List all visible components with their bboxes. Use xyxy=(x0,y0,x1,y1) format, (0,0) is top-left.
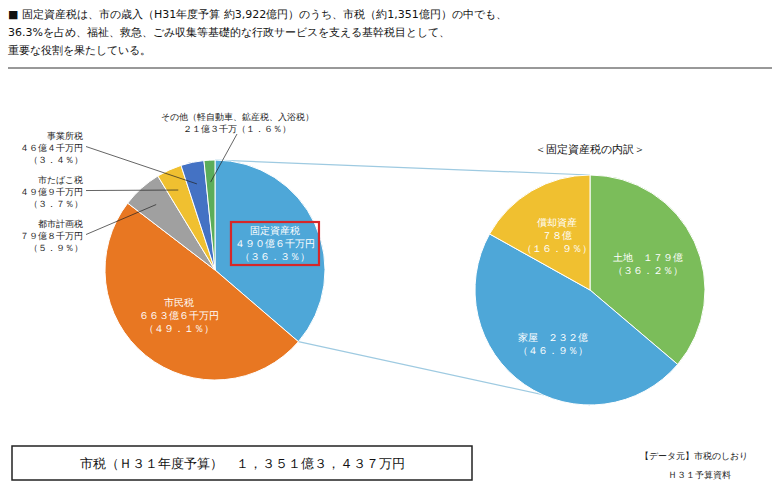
label-line: （４６．９％） xyxy=(518,345,588,356)
pie-right: 土地 １７９億 （３６．２％） 家屋 ２３２億 （４６．９％） 償却資産 ７８億 （１６．９… xyxy=(475,175,705,405)
slice-label: 家屋 ２３２億 （４６．９％） xyxy=(518,332,588,356)
label-line: （１６．９％） xyxy=(522,243,592,254)
pie-left: 固定資産税 ４９０億６千万円 （３６．３％） 市民税 ６６３億６千万円 （４９．１％） 都市… xyxy=(20,112,325,380)
slice-label: 土地 １７９億 （３６．２％） xyxy=(613,252,683,276)
chart-title: ＜固定資産税の内訳＞ xyxy=(535,143,645,156)
total-box xyxy=(12,446,472,480)
label-line: ６６３億６千万円 xyxy=(139,310,219,321)
leader-line xyxy=(86,190,178,192)
label-line: ７８億 xyxy=(542,230,572,241)
slice-label: 都市計画税 ７９億８千万円 （５．９％） xyxy=(20,219,83,253)
slice-label: 固定資産税 ４９０億６千万円 （３６．３％） xyxy=(235,225,315,262)
slice-label: 市たばこ税 ４９億９千万円 （３．７％） xyxy=(20,175,83,209)
header: ■ 固定資産税は、市の歳入（H31年度予算 約3,922億円）のうち、市税（約1… xyxy=(8,8,772,68)
label-line: （３．７％） xyxy=(29,199,83,209)
slice-label: 事業所税 ４６億４千万円 （３．４％） xyxy=(20,131,83,165)
label-line: ４６億４千万円 xyxy=(20,143,83,153)
label-line: 事業所税 xyxy=(47,131,83,141)
annotation: Ｈ３１予算資料 xyxy=(668,470,731,480)
annotation: 市税（Ｈ３１年度予算） １，３５１億３，４３７万円 xyxy=(80,456,405,471)
label-line: ４９億９千万円 xyxy=(20,187,83,197)
label-line: 市民税 xyxy=(164,297,194,308)
label-line: 固定資産税 xyxy=(250,225,300,236)
label-line: ７９億８千万円 xyxy=(20,231,83,241)
label-line: （３．４％） xyxy=(29,155,83,165)
label-line: 市たばこ税 xyxy=(38,175,83,185)
highlight-box xyxy=(231,222,319,265)
slices xyxy=(475,175,705,405)
title-line: 重要な役割を果たしている。 xyxy=(8,44,151,57)
label-line: 償却資産 xyxy=(537,217,577,228)
label-line: （５．９％） xyxy=(29,243,83,253)
slice-label: 市民税 ６６３億６千万円 （４９．１％） xyxy=(139,297,219,334)
slice-labels: 固定資産税 ４９０億６千万円 （３６．３％） 市民税 ６６３億６千万円 （４９．１％） 都市… xyxy=(20,112,319,334)
title-line: 36.3%を占め、福祉、救急、ごみ収集等基礎的な行政サービスを支える基幹税目とし… xyxy=(8,26,450,39)
chart-root: ■ 固定資産税は、市の歳入（H31年度予算 約3,922億円）のうち、市税（約1… xyxy=(0,0,780,487)
slices xyxy=(105,160,325,380)
slice-label: 償却資産 ７８億 （１６．９％） xyxy=(522,217,592,254)
leader-line xyxy=(86,205,156,235)
title-line: ■ 固定資産税は、市の歳入（H31年度予算 約3,922億円）のうち、市税（約1… xyxy=(8,8,507,21)
pie-slice xyxy=(490,175,590,290)
annotation: 【データ元】市税のしおり xyxy=(640,451,748,461)
label-line: （３６．３％） xyxy=(240,251,310,262)
label-line: 都市計画税 xyxy=(38,219,83,229)
pie-slice xyxy=(181,161,215,270)
label-line: （４９．１％） xyxy=(144,323,214,334)
connector-line xyxy=(215,160,590,175)
slice-label: その他（軽自動車、鉱産税、入浴税） ２１億３千万（１．６％） xyxy=(161,112,314,134)
footer: 市税（Ｈ３１年度予算） １，３５１億３，４３７万円 【データ元】市税のしおり Ｈ３１… xyxy=(12,446,748,480)
label-line: 土地 １７９億 xyxy=(613,252,683,263)
title-underline xyxy=(8,68,772,69)
label-line: 家屋 ２３２億 xyxy=(518,332,588,343)
label-line: その他（軽自動車、鉱産税、入浴税） xyxy=(161,112,314,122)
leader-line xyxy=(86,147,197,184)
leader-line xyxy=(211,134,237,182)
slice-labels: 土地 １７９億 （３６．２％） 家屋 ２３２億 （４６．９％） 償却資産 ７８億 （１６．９… xyxy=(518,217,683,356)
label-line: ４９０億６千万円 xyxy=(235,238,315,249)
label-line: ２１億３千万（１．６％） xyxy=(183,124,291,134)
label-line: （３６．２％） xyxy=(613,265,683,276)
